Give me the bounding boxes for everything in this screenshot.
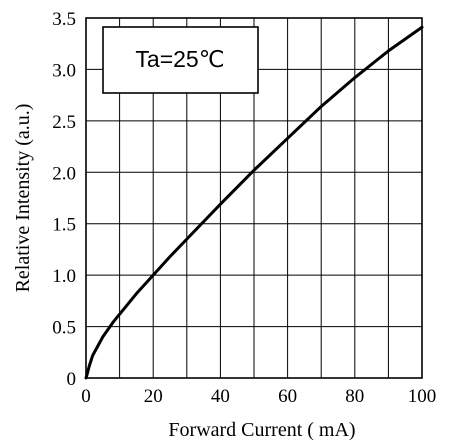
y-tick-labels: 0 0.5 1.0 1.5 2.0 2.5 3.0 3.5 [52,9,76,390]
x-tick-label: 40 [211,386,230,407]
y-tick-label: 1.5 [52,215,76,236]
x-tick-label: 100 [408,386,437,407]
plot-frame [85,17,423,379]
y-tick-label: 2.0 [52,163,76,184]
annotation-box: Ta=25℃ [102,26,259,94]
y-tick-label: 3.5 [52,9,76,30]
x-tick-label: 80 [345,386,364,407]
x-tick-label: 20 [144,386,163,407]
x-axis-label: Forward Current ( mA) [168,419,355,441]
y-tick-label: 2.5 [52,112,76,133]
annotation-label: Ta=25℃ [135,46,224,72]
x-tick-label: 60 [278,386,297,407]
x-tick-label: 0 [81,386,91,407]
y-tick-label: 0.5 [52,318,76,339]
annotation-frame [102,26,259,94]
y-tick-label: 1.0 [52,266,76,287]
y-axis-label: Relative Intensity (a.u.) [12,104,34,293]
x-tick-labels: 0 20 40 60 80 100 [81,386,436,407]
y-tick-label: 0 [67,369,77,390]
y-tick-label: 3.0 [52,60,76,81]
intensity-curve [84,25,424,380]
